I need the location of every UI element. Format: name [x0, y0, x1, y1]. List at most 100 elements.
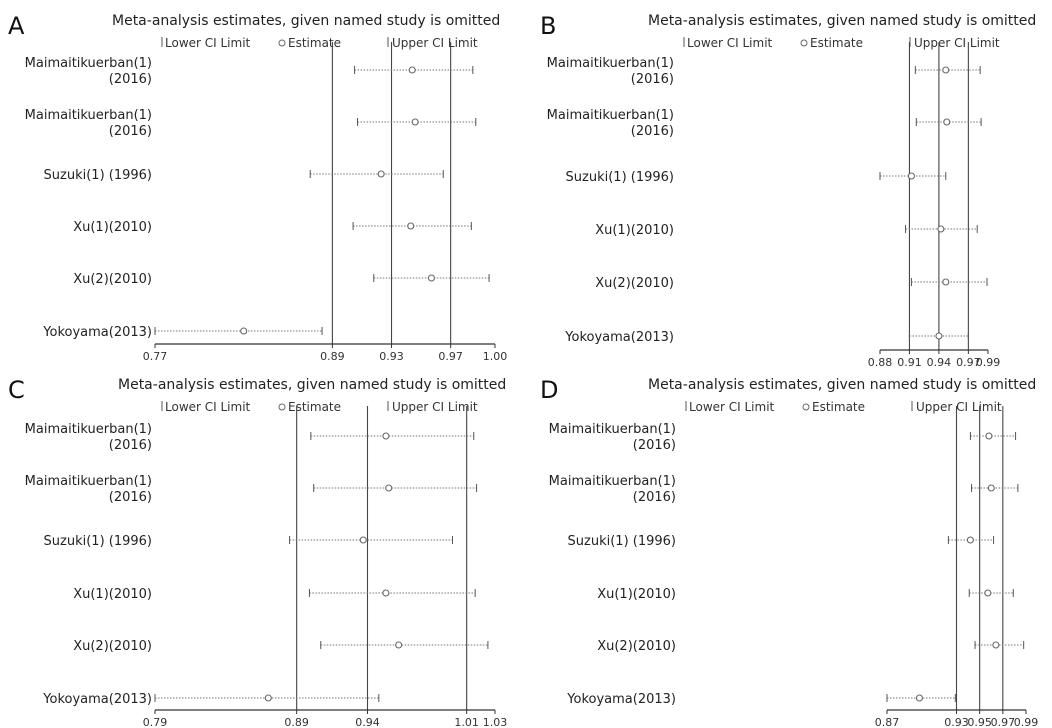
panel-letter: A — [8, 12, 25, 40]
study-label: Xu(2)(2010) — [73, 639, 152, 654]
estimate-point — [937, 225, 945, 233]
legend-estimate-marker — [278, 39, 286, 47]
study-label: Suzuki(1) (1996) — [44, 534, 152, 549]
study-label: Maimaitikuerban(1) — [25, 474, 152, 489]
legend-lower-label: Lower CI Limit — [687, 36, 773, 50]
study-row: Suzuki(1) (1996) — [44, 534, 453, 549]
x-tick-label: 1.01 — [454, 716, 479, 728]
legend-upper-label: Upper CI Limit — [916, 400, 1002, 414]
x-tick-label: 0.79 — [143, 716, 168, 728]
study-row: Maimaitikuerban(1)(2016) — [25, 56, 474, 87]
study-label: Xu(1)(2010) — [597, 587, 676, 602]
study-row: Maimaitikuerban(1)(2016) — [25, 108, 477, 139]
legend-upper-label: Upper CI Limit — [392, 36, 478, 50]
study-label: Yokoyama(2013) — [42, 325, 152, 340]
estimate-point — [382, 589, 390, 597]
x-tick-label: 0.93 — [944, 716, 969, 728]
estimate-point — [987, 484, 995, 492]
study-row: Suzuki(1) (1996) — [44, 168, 444, 183]
study-label: Maimaitikuerban(1) — [25, 56, 152, 71]
legend-estimate-label: Estimate — [812, 400, 865, 414]
panel-letter: C — [8, 376, 25, 404]
estimate-point — [985, 432, 993, 440]
legend-estimate-marker — [802, 403, 810, 411]
legend: Lower CI Limit Estimate Upper CI Limit — [683, 36, 1000, 50]
estimate-point — [942, 66, 950, 74]
study-label: Yokoyama(2013) — [564, 330, 674, 345]
study-label-year: (2016) — [633, 438, 676, 453]
study-row: Xu(2)(2010) — [597, 639, 1025, 654]
legend-estimate-marker — [800, 39, 808, 47]
study-label: Suzuki(1) (1996) — [566, 170, 674, 185]
estimate-point — [411, 118, 419, 126]
x-tick-label: 0.99 — [976, 356, 1001, 369]
study-row: Maimaitikuerban(1)(2016) — [547, 108, 982, 139]
estimate-point — [942, 278, 950, 286]
study-label: Maimaitikuerban(1) — [25, 422, 152, 437]
x-tick-label: 0.89 — [284, 716, 309, 728]
study-row: Maimaitikuerban(1)(2016) — [547, 56, 981, 87]
estimate-point — [907, 172, 915, 180]
x-tick-label: 0.97 — [956, 356, 981, 369]
x-tick-label: 0.94 — [927, 356, 952, 369]
study-label-year: (2016) — [109, 490, 152, 505]
study-label: Xu(2)(2010) — [597, 639, 676, 654]
legend: Lower CI Limit Estimate Upper CI Limit — [685, 400, 1002, 414]
legend-estimate-marker — [278, 403, 286, 411]
x-tick-label: 0.99 — [1014, 716, 1039, 728]
estimate-point — [984, 589, 992, 597]
study-label: Suzuki(1) (1996) — [44, 168, 152, 183]
study-label: Maimaitikuerban(1) — [549, 474, 676, 489]
x-tick-label: 0.93 — [379, 350, 404, 363]
study-row: Xu(2)(2010) — [73, 272, 490, 287]
x-tick-label: 0.97 — [438, 350, 463, 363]
estimate-point — [385, 484, 393, 492]
study-row: Xu(1)(2010) — [73, 587, 476, 602]
study-row: Yokoyama(2013) — [564, 330, 969, 345]
study-row: Maimaitikuerban(1)(2016) — [25, 474, 478, 505]
estimate-point — [407, 222, 415, 230]
panel-letter: B — [540, 12, 556, 40]
x-tick-label: 1.00 — [483, 350, 508, 363]
x-tick-label: 0.88 — [868, 356, 893, 369]
legend-upper-label: Upper CI Limit — [914, 36, 1000, 50]
panel-title: Meta-analysis estimates, given named stu… — [648, 377, 1036, 393]
legend-estimate-label: Estimate — [810, 36, 863, 50]
estimate-point — [382, 432, 390, 440]
x-tick-label: 0.89 — [320, 350, 345, 363]
panel-c: C Meta-analysis estimates, given named st… — [8, 376, 507, 728]
estimate-point — [427, 274, 435, 282]
study-label: Xu(1)(2010) — [73, 587, 152, 602]
study-label: Xu(2)(2010) — [73, 272, 152, 287]
study-label: Maimaitikuerban(1) — [549, 422, 676, 437]
estimate-point — [935, 332, 943, 340]
estimate-point — [240, 327, 248, 335]
study-row: Maimaitikuerban(1)(2016) — [549, 422, 1017, 453]
x-tick-label: 0.95 — [967, 716, 992, 728]
study-label-year: (2016) — [109, 124, 152, 139]
panel-a: A Meta-analysis estimates, given named st… — [8, 12, 507, 363]
study-label: Xu(1)(2010) — [73, 220, 152, 235]
panel-d: D Meta-analysis estimates, given named st… — [540, 376, 1038, 728]
study-row: Suzuki(1) (1996) — [568, 534, 995, 549]
study-row: Yokoyama(2013) — [566, 692, 956, 707]
study-label: Maimaitikuerban(1) — [25, 108, 152, 123]
estimate-point — [395, 641, 403, 649]
study-row: Xu(1)(2010) — [73, 220, 472, 235]
estimate-point — [915, 694, 923, 702]
estimate-point — [359, 536, 367, 544]
legend-upper-label: Upper CI Limit — [392, 400, 478, 414]
study-row: Xu(1)(2010) — [595, 223, 978, 238]
study-label-year: (2016) — [633, 490, 676, 505]
study-row: Suzuki(1) (1996) — [566, 170, 947, 185]
study-row: Maimaitikuerban(1)(2016) — [549, 474, 1019, 505]
study-row: Yokoyama(2013) — [42, 325, 323, 340]
legend-estimate-label: Estimate — [288, 400, 341, 414]
study-row: Maimaitikuerban(1)(2016) — [25, 422, 475, 453]
estimate-point — [377, 170, 385, 178]
x-tick-label: 0.94 — [355, 716, 380, 728]
estimate-point — [264, 694, 272, 702]
study-label: Suzuki(1) (1996) — [568, 534, 676, 549]
study-row: Yokoyama(2013) — [42, 692, 380, 707]
legend: Lower CI Limit Estimate Upper CI Limit — [161, 400, 478, 414]
